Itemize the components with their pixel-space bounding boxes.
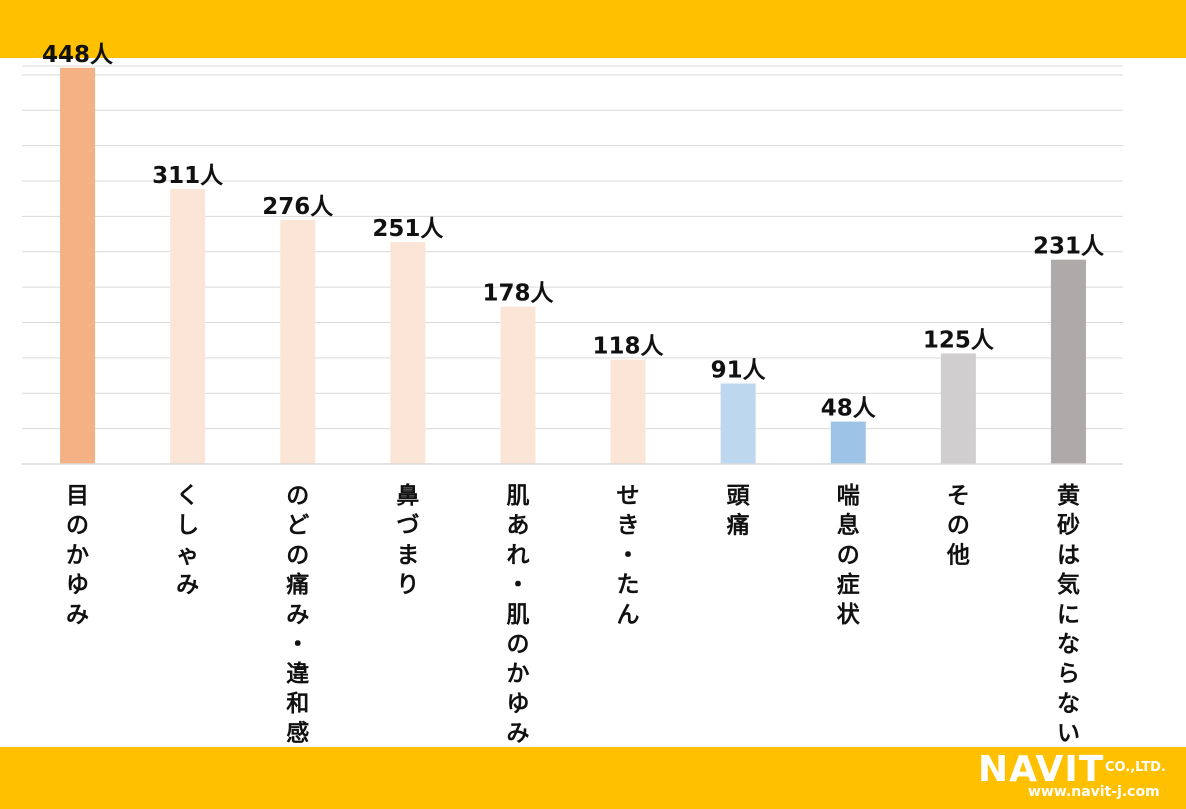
navit-logo: NAVIT CO.,LTD. www.navit-j.com: [978, 750, 1178, 806]
category-label: い: [1057, 721, 1080, 747]
category-label: 頭: [727, 483, 751, 509]
category-label: の: [837, 542, 860, 568]
category-label: き: [617, 513, 640, 539]
category-label: 症: [837, 571, 860, 598]
category-label: か: [66, 542, 89, 568]
category-label: は: [1057, 542, 1080, 568]
bar: [1050, 259, 1086, 464]
bar: [830, 421, 866, 464]
category-label: 和: [286, 691, 309, 717]
logo-name: NAVIT: [978, 749, 1105, 790]
data-label: 91人: [711, 358, 767, 384]
data-label: 448人: [42, 42, 114, 68]
category-label: ど: [286, 513, 309, 539]
category-label: に: [1057, 602, 1080, 628]
logo-company-suffix: CO.,LTD.: [1105, 760, 1166, 775]
category-label: れ: [506, 542, 529, 568]
category-label: み: [506, 721, 529, 747]
category-label: の: [66, 513, 89, 539]
category-label: 感: [286, 720, 309, 747]
category-label: あ: [506, 513, 529, 539]
category-label: く: [176, 483, 199, 509]
category-label: な: [1057, 632, 1080, 658]
category-label: の: [506, 632, 529, 658]
category-label: ま: [396, 542, 419, 568]
category-label: み: [176, 572, 199, 598]
category-label: 痛: [727, 512, 750, 539]
bar: [720, 383, 756, 464]
category-label: そ: [947, 483, 970, 509]
category-label: ・: [506, 572, 529, 598]
data-label: 251人: [372, 216, 444, 242]
bar: [280, 219, 316, 464]
category-label: 砂: [1057, 513, 1080, 539]
category-label: 喘: [837, 483, 860, 509]
data-label: 178人: [482, 281, 554, 307]
category-label: 目: [66, 483, 89, 509]
category-label: 状: [837, 601, 861, 628]
category-label: ゆ: [66, 572, 89, 598]
category-label: 他: [946, 542, 970, 568]
top-banner: [0, 0, 1186, 58]
category-label: か: [506, 661, 529, 687]
category-label: 肌: [506, 602, 529, 628]
category-label: ゆ: [506, 691, 529, 717]
data-label: 231人: [1033, 234, 1105, 260]
bottom-banner: [0, 747, 1186, 809]
bar-chart: 448人目のかゆみ311人くしゃみ276人のどの痛み・違和感251人鼻づまり17…: [22, 42, 1123, 747]
data-label: 125人: [923, 327, 995, 353]
category-label: ・: [617, 542, 640, 568]
category-label: ん: [617, 602, 640, 628]
category-label: 鼻: [396, 482, 419, 509]
category-label: 黄: [1057, 483, 1080, 509]
category-label: 痛: [286, 571, 309, 598]
category-label: の: [947, 513, 970, 539]
category-label: し: [176, 513, 199, 539]
bar: [390, 242, 426, 464]
category-label: た: [617, 572, 640, 598]
category-label: の: [286, 483, 309, 509]
category-label: 違: [286, 660, 309, 687]
category-label: ゃ: [176, 542, 199, 568]
data-label: 48人: [821, 396, 877, 422]
category-label: の: [286, 542, 309, 568]
category-label: み: [286, 602, 309, 628]
category-label: な: [1057, 691, 1080, 717]
category-label: 肌: [506, 483, 529, 509]
data-label: 276人: [262, 194, 334, 220]
category-label: み: [66, 602, 89, 628]
data-label: 118人: [593, 334, 665, 360]
category-label: り: [396, 572, 419, 598]
category-label: ら: [1057, 661, 1080, 687]
bar: [60, 67, 96, 464]
data-label: 311人: [152, 163, 224, 189]
category-label: 気: [1057, 571, 1080, 598]
category-label: 息: [837, 512, 860, 539]
category-label: づ: [396, 513, 419, 539]
logo-url[interactable]: www.navit-j.com: [1028, 784, 1160, 800]
bar: [610, 359, 646, 464]
category-label: ・: [286, 632, 309, 658]
bar: [500, 306, 536, 464]
bar: [940, 353, 976, 464]
bar: [170, 188, 206, 464]
category-label: せ: [617, 483, 640, 509]
